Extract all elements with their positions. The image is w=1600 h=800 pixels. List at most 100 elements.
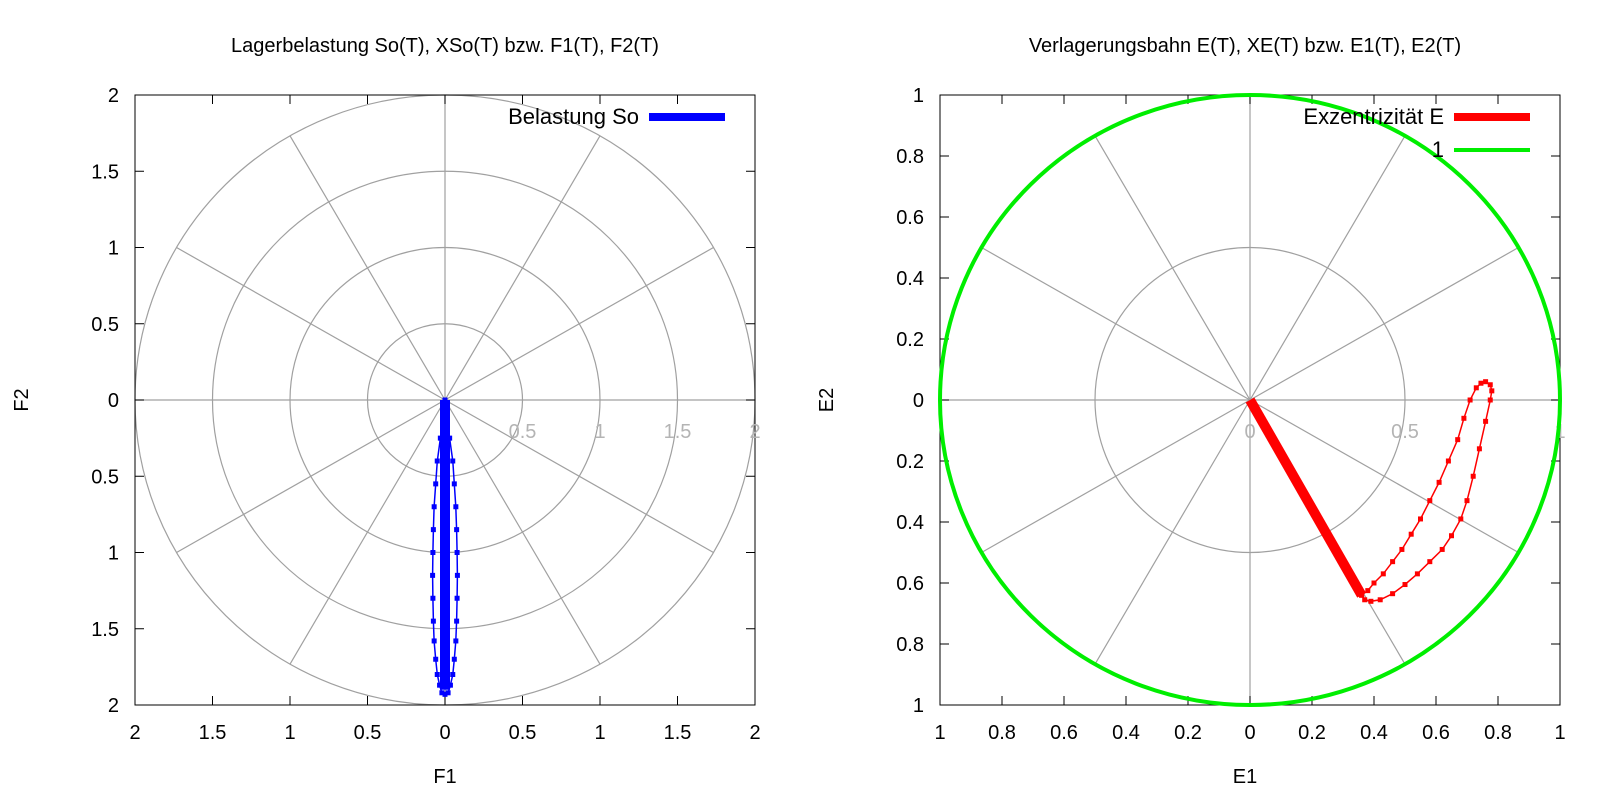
x-tick-label: 0.4: [1360, 722, 1388, 744]
grid-spoke-120: [1094, 135, 1251, 401]
x-tick-label: 1: [1554, 722, 1565, 744]
series-point: [453, 638, 459, 644]
series-point: [1483, 379, 1489, 385]
grid-spoke-330: [444, 399, 714, 554]
y-tick-label: 0.8: [896, 634, 924, 656]
grid-spoke-120: [289, 135, 446, 401]
grid-spoke-300: [444, 399, 601, 665]
legend: Exzentrizität E 1: [1303, 104, 1530, 162]
series-point: [454, 572, 460, 578]
series-point: [434, 672, 440, 677]
chart-title: Lagerbelastung So(T), XSo(T) bzw. F1(T),…: [231, 35, 659, 57]
series-point: [1470, 473, 1476, 479]
radial-label: 1.5: [664, 421, 692, 443]
series-point: [1464, 498, 1470, 504]
series-point: [454, 550, 460, 555]
series-point: [433, 481, 439, 487]
series-point: [1445, 458, 1451, 464]
series-point: [1439, 546, 1445, 552]
grid-spoke-150: [981, 246, 1251, 401]
grid-spoke-150: [176, 246, 446, 401]
series-point: [1487, 382, 1493, 388]
grid-spoke-60: [1249, 135, 1406, 401]
series-point: [454, 595, 460, 601]
radial-label: 0.5: [1391, 421, 1419, 443]
x-tick-label: 0.8: [988, 722, 1016, 744]
series-point: [1390, 591, 1396, 597]
series-point: [1449, 533, 1454, 539]
series-point: [1473, 385, 1479, 391]
series-group: [430, 397, 460, 697]
series-point: [1408, 531, 1414, 537]
series-point: [430, 618, 436, 624]
series-point: [453, 504, 459, 510]
x-tick-label: 1.5: [664, 722, 692, 744]
series-point: [442, 691, 448, 697]
x-tick-label: 2: [129, 722, 140, 744]
series-point: [1458, 516, 1464, 522]
x-tick-label: 0.2: [1298, 722, 1326, 744]
series-point: [430, 572, 436, 578]
series-point: [1399, 546, 1405, 552]
series-point: [1427, 559, 1433, 565]
series-point: [1487, 397, 1493, 403]
x-tick-label: 0.8: [1484, 722, 1512, 744]
x-tick-label: 0.5: [354, 722, 382, 744]
series-point: [1455, 437, 1461, 443]
y-tick-label: 0.4: [896, 512, 924, 534]
y-tick-label: 1: [913, 695, 924, 717]
series-point: [431, 638, 437, 644]
series-point: [433, 656, 439, 662]
x-tick-label: 1: [284, 722, 295, 744]
y-tick-label: 0.6: [896, 207, 924, 229]
series-point: [439, 690, 445, 696]
series-point: [1377, 597, 1383, 603]
x-tick-label: 0.2: [1174, 722, 1202, 744]
y-tick-label: 2: [108, 85, 119, 107]
x-tick-label: 0.6: [1422, 722, 1450, 744]
series-point: [442, 397, 448, 403]
series-point: [1418, 516, 1423, 522]
series-point: [430, 527, 436, 533]
series-thick-line: [1245, 397, 1366, 598]
series-point: [454, 527, 460, 533]
x-tick-label: 0.5: [509, 722, 537, 744]
series-point: [1467, 397, 1473, 403]
series-point: [1427, 498, 1433, 504]
radial-label: 0.5: [509, 421, 537, 443]
series-point: [1380, 571, 1386, 577]
y-tick-label: 0.5: [91, 314, 119, 336]
series-point: [1414, 571, 1420, 577]
x-tick-labels: 1 0.8 0.6 0.4 0.2 0 0.2 0.4 0.6 0.8 1: [934, 722, 1565, 744]
series-point: [1368, 598, 1374, 604]
grid-spoke-240: [1094, 399, 1251, 665]
x-tick-label: 0.4: [1112, 722, 1140, 744]
series-point: [1476, 446, 1482, 452]
series-point: [430, 550, 436, 555]
x-tick-label: 2: [749, 722, 760, 744]
radial-labels: 0.5 1 1.5 2: [509, 421, 761, 443]
series-point: [444, 412, 450, 418]
series-group: [938, 93, 1562, 707]
grid-spoke-30: [1249, 246, 1519, 401]
grid-spoke-330: [1249, 399, 1519, 554]
legend-label: 1: [1432, 137, 1444, 162]
x-tick-label: 1: [594, 722, 605, 744]
legend: Belastung So: [508, 104, 725, 129]
series-point: [447, 435, 453, 441]
y-tick-label: 1.5: [91, 161, 119, 183]
series-point: [1365, 588, 1371, 594]
y-tick-labels: 2 1.5 1 0.5 0 0.5 1 1.5 2: [91, 85, 119, 717]
grid-spoke-240: [289, 399, 446, 665]
x-tick-labels: 2 1.5 1 0.5 0 0.5 1 1.5 2: [129, 722, 760, 744]
chart-lagerbelastung: Lagerbelastung So(T), XSo(T) bzw. F1(T),…: [11, 35, 761, 788]
series-point: [1371, 580, 1377, 586]
series-point: [451, 481, 457, 487]
series-point: [1483, 418, 1489, 424]
y-tick-labels: 1 0.8 0.6 0.4 0.2 0 0.2 0.4 0.6 0.8 1: [896, 85, 924, 717]
legend-label: Exzentrizität E: [1303, 104, 1444, 129]
x-axis-label: F1: [433, 766, 456, 788]
grid-spoke-210: [176, 399, 446, 554]
series-point: [431, 504, 437, 510]
